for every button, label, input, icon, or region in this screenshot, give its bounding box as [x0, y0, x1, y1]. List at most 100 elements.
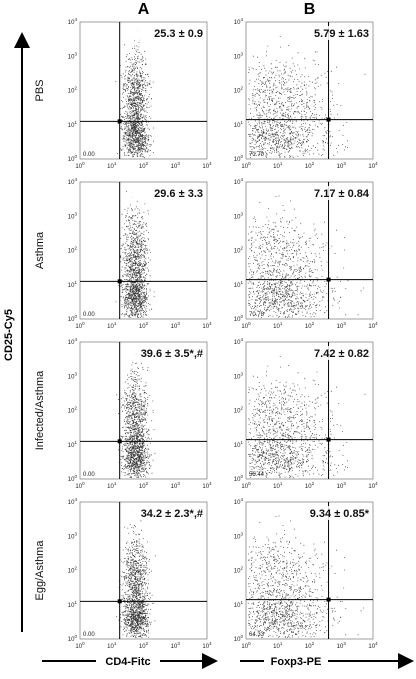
y-tick-label: 102: [234, 246, 244, 255]
tick-exponent: 4: [240, 17, 243, 22]
y-tick-label: 104: [68, 497, 78, 506]
x-tick-label: 104: [202, 641, 212, 650]
plot-frame: [245, 181, 374, 320]
tick-exponent: 1: [74, 600, 77, 605]
y-tick-label: 103: [234, 51, 244, 60]
tick-base: 10: [234, 603, 241, 609]
quadrant-marker: [117, 119, 122, 124]
tick-exponent: 4: [209, 641, 212, 646]
tick-exponent: 4: [74, 17, 77, 22]
tick-base: 10: [241, 324, 248, 330]
tick-base: 10: [305, 484, 312, 490]
tick-base: 10: [139, 644, 146, 650]
tick-base: 10: [368, 484, 375, 490]
row-label: Infected/Asthma: [34, 370, 46, 450]
x-tick-label: 101: [107, 321, 117, 330]
x-tick-label: 100: [75, 161, 85, 170]
stat-label: 5.79 ± 1.63: [314, 28, 369, 40]
tick-exponent: 1: [280, 321, 283, 326]
tick-base: 10: [273, 164, 280, 170]
x-tick-label: 102: [139, 481, 149, 490]
tick-base: 10: [107, 484, 114, 490]
tick-exponent: 0: [248, 161, 251, 166]
tick-base: 10: [234, 214, 241, 220]
tick-exponent: 0: [82, 641, 85, 646]
y-tick-label: 104: [68, 17, 78, 26]
tick-base: 10: [234, 89, 241, 95]
y-tick-label: 102: [234, 406, 244, 415]
tick-exponent: 1: [74, 440, 77, 445]
tick-exponent: 4: [74, 337, 77, 342]
tick-base: 10: [171, 324, 178, 330]
label-background: [96, 653, 160, 669]
tick-exponent: 4: [74, 177, 77, 182]
y-tick-label: 100: [68, 634, 78, 643]
stat-label: 25.3 ± 0.9: [154, 28, 203, 40]
x-tick-label: 104: [202, 161, 212, 170]
stat-background: [131, 26, 205, 40]
tick-exponent: 2: [74, 566, 77, 571]
tick-exponent: 2: [312, 321, 315, 326]
tick-exponent: 3: [74, 211, 77, 216]
tick-exponent: 1: [280, 641, 283, 646]
x-tick-label: 104: [368, 641, 378, 650]
x-tick-label: 103: [337, 641, 347, 650]
tick-base: 10: [234, 249, 241, 255]
tick-exponent: 3: [240, 211, 243, 216]
tick-exponent: 0: [240, 314, 243, 319]
tick-exponent: 2: [312, 641, 315, 646]
tick-exponent: 1: [240, 280, 243, 285]
tick-base: 10: [68, 603, 75, 609]
stat-label: 34.2 ± 2.3*,#: [141, 508, 203, 520]
x-tick-label: 104: [368, 481, 378, 490]
stat-background: [131, 506, 205, 520]
x-tick-label: 101: [273, 481, 283, 490]
plot-frame: [245, 501, 374, 640]
y-tick-label: 102: [68, 246, 78, 255]
tick-exponent: 0: [74, 474, 77, 479]
quadrant-marker: [326, 437, 331, 442]
tick-exponent: 0: [82, 481, 85, 486]
tick-exponent: 0: [248, 481, 251, 486]
tick-base: 10: [234, 123, 241, 129]
column-label: B: [304, 1, 316, 18]
tick-base: 10: [171, 484, 178, 490]
tick-exponent: 1: [280, 481, 283, 486]
tick-exponent: 1: [74, 280, 77, 285]
x-tick-label: 102: [305, 481, 315, 490]
row-label: Egg/Asthma: [34, 540, 46, 601]
stat-background: [297, 346, 371, 360]
tick-base: 10: [75, 164, 82, 170]
event-dots: [115, 191, 155, 318]
quadrant-percent: 0.00: [83, 472, 95, 478]
tick-base: 10: [234, 477, 241, 483]
row-label: Asthma: [34, 231, 46, 269]
x-tick-label: 103: [337, 161, 347, 170]
x-tick-label: 102: [305, 641, 315, 650]
tick-base: 10: [107, 644, 114, 650]
tick-exponent: 0: [82, 161, 85, 166]
tick-base: 10: [202, 324, 209, 330]
tick-base: 10: [68, 54, 75, 60]
stat-label: 9.34 ± 0.85*: [310, 508, 370, 520]
tick-base: 10: [273, 644, 280, 650]
tick-base: 10: [68, 157, 75, 163]
tick-base: 10: [234, 54, 241, 60]
tick-exponent: 2: [146, 321, 149, 326]
tick-base: 10: [68, 500, 75, 506]
x-tick-label: 102: [139, 161, 149, 170]
tick-base: 10: [139, 324, 146, 330]
y-tick-label: 100: [68, 314, 78, 323]
tick-exponent: 0: [74, 154, 77, 159]
plot-frame: [245, 341, 374, 480]
label-background: [264, 653, 328, 669]
quadrant-marker: [117, 279, 122, 284]
quadrant-percent: 0.00: [83, 632, 95, 638]
tick-base: 10: [202, 164, 209, 170]
y-tick-label: 101: [234, 120, 244, 129]
stat-label: 29.6 ± 3.3: [154, 188, 203, 200]
tick-exponent: 3: [343, 321, 346, 326]
y-tick-label: 101: [68, 600, 78, 609]
tick-base: 10: [234, 157, 241, 163]
